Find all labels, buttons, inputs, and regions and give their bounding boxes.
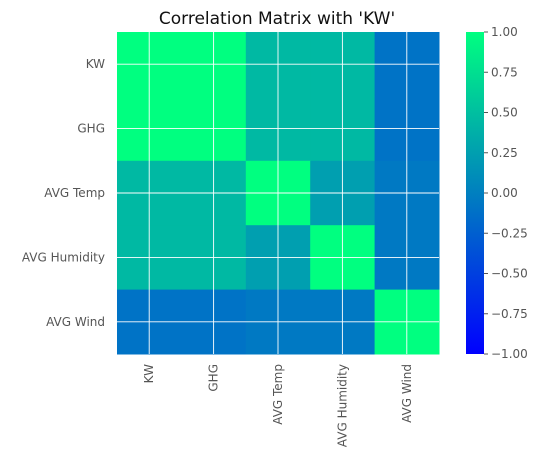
colorbar-tick-label: −0.50	[491, 267, 528, 281]
column-label: GHG	[207, 364, 221, 392]
row-label: KW	[86, 57, 105, 71]
colorbar-tick-label: −0.75	[491, 307, 528, 321]
colorbar-tick-label: −1.00	[491, 347, 528, 361]
colorbar-tick-label: 0.50	[491, 106, 518, 120]
colorbar-tick-label: 0.00	[491, 186, 518, 200]
row-label: GHG	[77, 122, 105, 136]
row-label: AVG Wind	[46, 315, 105, 329]
column-label: AVG Wind	[400, 364, 414, 423]
colorbar-tick-label: −0.25	[491, 226, 528, 240]
row-tick-labels: KW GHG AVG Temp AVG Humidity AVG Wind	[22, 57, 105, 329]
colorbar-tick-label: 0.25	[491, 146, 518, 160]
chart-title: Correlation Matrix with 'KW'	[159, 9, 395, 29]
column-tick-labels: KW GHG AVG Temp AVG Humidity AVG Wind	[142, 364, 414, 447]
heatmap-gridlines	[117, 32, 439, 354]
colorbar-tick-label: 0.75	[491, 65, 518, 79]
colorbar	[466, 32, 484, 354]
column-label: KW	[142, 364, 156, 383]
row-label: AVG Humidity	[22, 250, 105, 264]
row-label: AVG Temp	[44, 186, 105, 200]
colorbar-ticks: 1.00 0.75 0.50 0.25 0.00 −0.25 −0.50 −0.75 −1.00	[484, 25, 528, 361]
column-label: AVG Temp	[271, 364, 285, 425]
colorbar-tick-label: 1.00	[491, 25, 518, 39]
column-label: AVG Humidity	[335, 364, 349, 447]
